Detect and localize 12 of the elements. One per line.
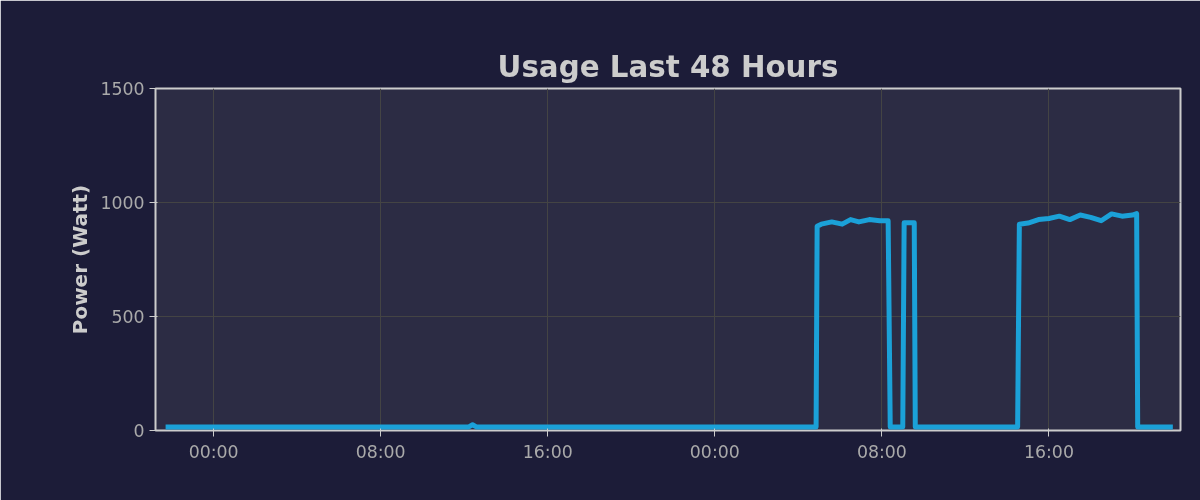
y-axis-title: Power (Watt): [68, 184, 93, 335]
y-tick-label: 1000: [100, 193, 145, 213]
x-tick-label: 00:00: [689, 441, 740, 462]
chart-title: Usage Last 48 Hours: [497, 49, 839, 84]
y-tick-label: 0: [133, 421, 145, 441]
x-tick-label: 16:00: [1023, 441, 1074, 462]
x-tick-label: 08:00: [856, 441, 907, 462]
y-tick-label: 500: [111, 307, 145, 327]
y-tick-label: 1500: [100, 79, 145, 99]
x-tick-label: 00:00: [188, 441, 239, 462]
x-tick-label: 16:00: [522, 441, 573, 462]
x-tick-label: 08:00: [355, 441, 406, 462]
